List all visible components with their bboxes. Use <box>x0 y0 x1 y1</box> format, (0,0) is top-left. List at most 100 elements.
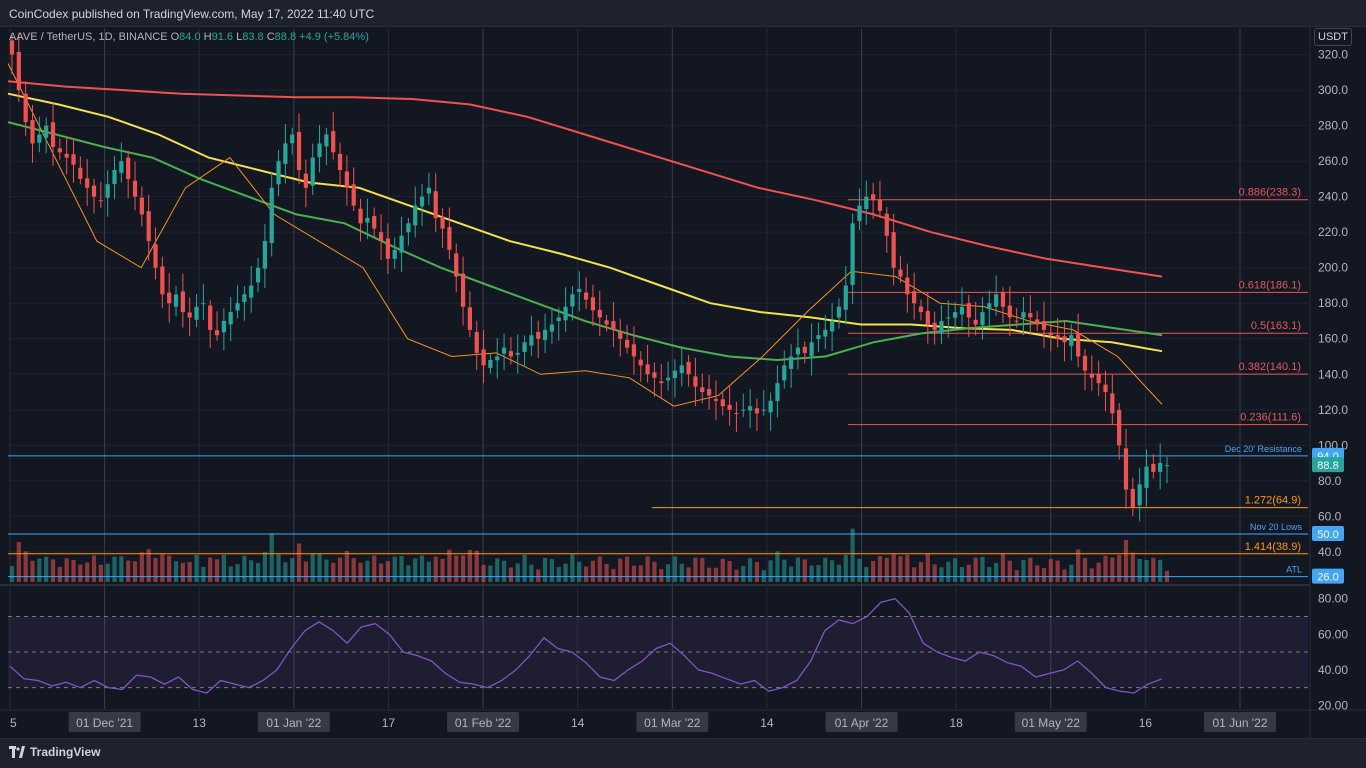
time-tick-label: 01 Apr '22 <box>835 716 889 730</box>
volume-bar <box>474 550 479 582</box>
volume-bar <box>1151 557 1156 582</box>
volume-bar <box>303 561 308 582</box>
volume-bar <box>160 554 165 582</box>
volume-bar <box>57 567 62 582</box>
rsi-tick-label: 40.00 <box>1318 663 1348 677</box>
candle-body <box>1096 374 1101 384</box>
candle-body <box>194 306 199 320</box>
volume-bar <box>153 557 158 582</box>
volume-bar <box>1076 549 1081 582</box>
volume-bar <box>426 561 431 582</box>
volume-bar <box>877 556 883 582</box>
candle-body <box>795 347 801 355</box>
candle-body <box>310 157 315 186</box>
time-tick-label: 16 <box>1139 716 1153 730</box>
candle-body <box>1130 488 1135 508</box>
candle-body <box>460 273 466 307</box>
candle-body <box>419 196 425 207</box>
candle-body <box>365 217 370 223</box>
candle-body <box>741 409 746 411</box>
candle-body <box>618 331 623 339</box>
time-tick-label: 01 May '22 <box>1022 716 1081 730</box>
axes: 320.0 300.0 280.0 260.0 240.0 220.0 200.0 180.0… <box>10 48 1348 732</box>
volume-bar <box>146 549 151 582</box>
candle-body <box>378 232 384 242</box>
symbol-legend[interactable]: AAVE / TetherUS, 1D, BINANCE O84.0 H91.6… <box>9 31 369 43</box>
open-value: 84.0 <box>179 31 201 43</box>
time-tick-label: 14 <box>760 716 774 730</box>
candle-body <box>440 216 445 229</box>
ma-line <box>7 80 1163 278</box>
candle-body <box>57 148 62 153</box>
volume-bar <box>1069 564 1074 582</box>
volume-bar <box>939 567 944 582</box>
level-label: 0.886(238.3) <box>1239 187 1301 199</box>
volume-bar <box>727 560 732 582</box>
volume-bar <box>1035 565 1040 582</box>
candle-body <box>775 383 780 401</box>
currency-unit-button[interactable]: USDT <box>1314 28 1352 46</box>
time-tick-box <box>636 712 709 732</box>
volume-bar <box>1130 552 1135 582</box>
volume-bar <box>570 554 575 582</box>
candle-body <box>672 370 678 378</box>
volume-bar <box>262 552 267 582</box>
support-tag: 50.0 <box>1317 529 1338 541</box>
candle-body <box>228 312 233 325</box>
candle-body <box>454 253 459 277</box>
candle-body <box>91 185 97 197</box>
tradingview-logo[interactable]: TradingView <box>9 745 100 759</box>
volume-bar <box>119 556 124 582</box>
volume-bar <box>652 561 657 582</box>
candle-body <box>768 400 773 413</box>
candle-body <box>1117 409 1122 446</box>
candle-body <box>132 180 138 197</box>
candle-body <box>9 40 15 55</box>
candle-body <box>426 187 431 194</box>
candle-body <box>1048 332 1053 336</box>
volume-bar <box>577 561 582 582</box>
volume-bar <box>925 553 930 582</box>
volume-bar <box>1123 539 1129 582</box>
time-tick-box <box>1014 712 1087 732</box>
volume-bar <box>980 556 985 582</box>
volume-bar <box>365 560 370 582</box>
candle-body <box>891 232 896 268</box>
price-tags: 94.050.026.088.8 <box>1312 447 1344 584</box>
candle-body <box>556 317 561 322</box>
candle-body <box>583 292 589 300</box>
candle-body <box>23 93 28 123</box>
candle-body <box>611 321 616 330</box>
candle-body <box>515 352 520 355</box>
volume-bar <box>1021 559 1026 582</box>
volume-bar <box>132 561 138 582</box>
candle-body <box>659 381 664 384</box>
volume-bar <box>228 566 233 582</box>
volume-bar <box>64 558 69 582</box>
volume-bar <box>618 558 623 582</box>
volume-bar <box>891 553 896 582</box>
volume-bar <box>1041 568 1047 582</box>
volume-bar <box>693 557 698 582</box>
volume-bar <box>201 566 206 582</box>
volume-bar <box>337 557 343 582</box>
candle-body <box>44 125 49 138</box>
candle-body <box>64 153 69 158</box>
volume-bar <box>700 557 705 582</box>
volume-bar <box>583 566 589 582</box>
candle-body <box>1103 384 1108 393</box>
volume-bar <box>789 566 794 582</box>
candle-body <box>645 364 650 375</box>
level-label: 1.414(38.9) <box>1245 541 1301 553</box>
volume-bar <box>235 564 240 582</box>
candle-body <box>665 377 671 381</box>
candle-body <box>160 266 165 295</box>
ma-line <box>7 121 1163 362</box>
candle-body <box>1014 320 1019 322</box>
tradingview-logo-icon <box>9 746 25 758</box>
candle-body <box>802 346 807 353</box>
candle-body <box>296 132 302 171</box>
candle-body <box>836 306 842 318</box>
volume-bar <box>242 555 247 582</box>
